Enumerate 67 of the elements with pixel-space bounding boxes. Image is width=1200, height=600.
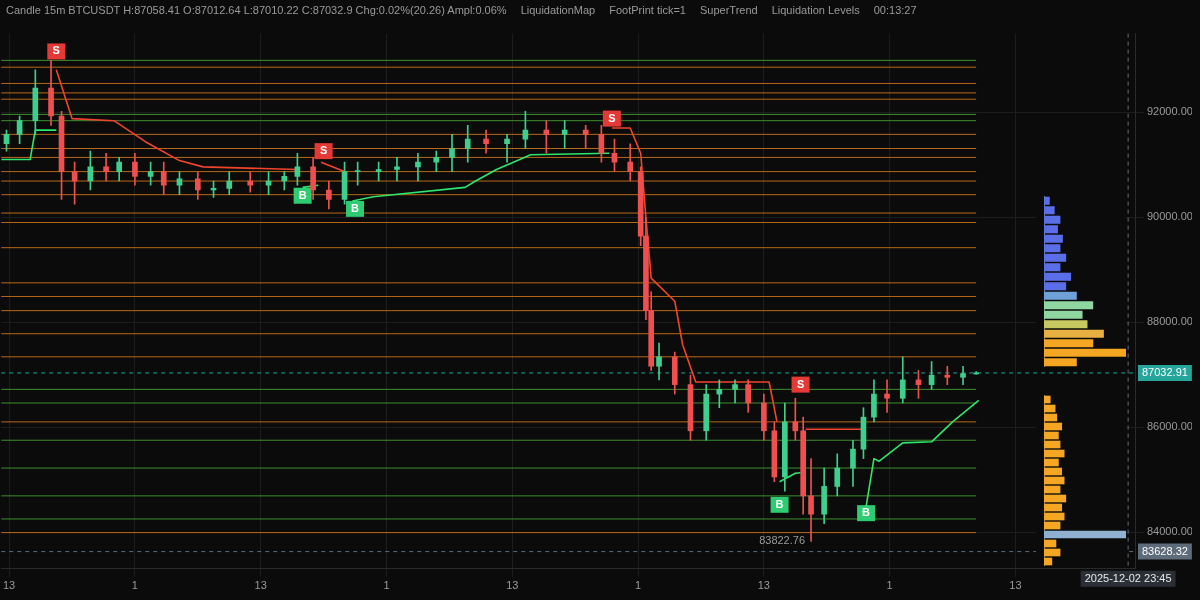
candlestick (103, 152, 109, 182)
y-tick-label: 90000.00 (1147, 210, 1193, 223)
y-tick-label: 84000.00 (1147, 525, 1193, 538)
bar (1044, 431, 1059, 440)
bar (1044, 291, 1077, 300)
x-tick-label: 13 (506, 579, 519, 592)
x-tick-label: 13 (254, 579, 267, 592)
y-tick-label: 88000.00 (1147, 315, 1193, 328)
bar (1044, 301, 1094, 310)
candlestick (792, 397, 799, 441)
bar (1044, 548, 1061, 557)
x-tick-label: 1 (635, 579, 642, 592)
annotation: S (796, 377, 805, 390)
candlestick (504, 134, 510, 163)
candlestick (884, 379, 890, 413)
x-tick-label: 13 (1009, 579, 1022, 592)
annotation: S (319, 144, 328, 157)
candlestick (433, 150, 440, 172)
bar (1044, 494, 1067, 503)
bar (1044, 521, 1061, 530)
ref-line-label: 83628.32 (1142, 544, 1188, 557)
x-tick-label: 1 (383, 579, 390, 592)
y-tick-label: 86000.00 (1147, 420, 1193, 433)
bar (1044, 440, 1061, 449)
y-tick-label: 92000.00 (1147, 105, 1193, 118)
candlestick (808, 458, 814, 542)
bar (1044, 530, 1126, 539)
candlestick (394, 157, 400, 182)
bar (1044, 503, 1063, 512)
x-tick-label: 1 (131, 579, 138, 592)
text: LiquidationMap (520, 4, 596, 16)
bar (1044, 320, 1088, 329)
bar (1044, 458, 1059, 467)
annotation: S (608, 111, 616, 124)
candlestick (247, 171, 254, 193)
bar (1044, 413, 1058, 422)
annotation: B (298, 188, 307, 201)
candlestick (944, 365, 951, 385)
bar (1044, 395, 1051, 404)
bar (1044, 449, 1065, 458)
text: SuperTrend (699, 4, 758, 16)
bar (1044, 476, 1065, 485)
annotation: B (775, 497, 784, 510)
bar (1044, 310, 1083, 319)
bar (1044, 512, 1065, 521)
candlestick (561, 120, 568, 149)
bar (1044, 339, 1094, 348)
annotation: 83822.76 (759, 534, 806, 547)
text: 00:13:27 (873, 4, 917, 16)
x-tick-label: 13 (757, 579, 770, 592)
candlestick (415, 152, 421, 182)
text: FootPrint tick=1 (609, 4, 686, 16)
x-tick-label: 13 (2, 579, 16, 592)
annotation: B (351, 201, 360, 214)
x-tick-label: 1 (886, 579, 893, 592)
ref-line-label: 87032.91 (1142, 365, 1188, 378)
text: Liquidation Levels (771, 4, 860, 16)
candlestick (483, 129, 489, 154)
bar (1044, 422, 1063, 431)
bar (1044, 485, 1061, 494)
ref-line-label: 2025-12-02 23:45 (1084, 571, 1172, 584)
annotation: S (52, 44, 60, 57)
candlestick (716, 379, 723, 409)
chart-title: Candle 15m BTCUSDT H:87058.41 O:87012.64 L:87010.22 C:87032.9 Chg:0.02%(20.26) Ampl:0.06% (6, 4, 507, 16)
annotation: B (862, 506, 871, 519)
bar (1044, 329, 1104, 338)
bar (1044, 467, 1063, 476)
